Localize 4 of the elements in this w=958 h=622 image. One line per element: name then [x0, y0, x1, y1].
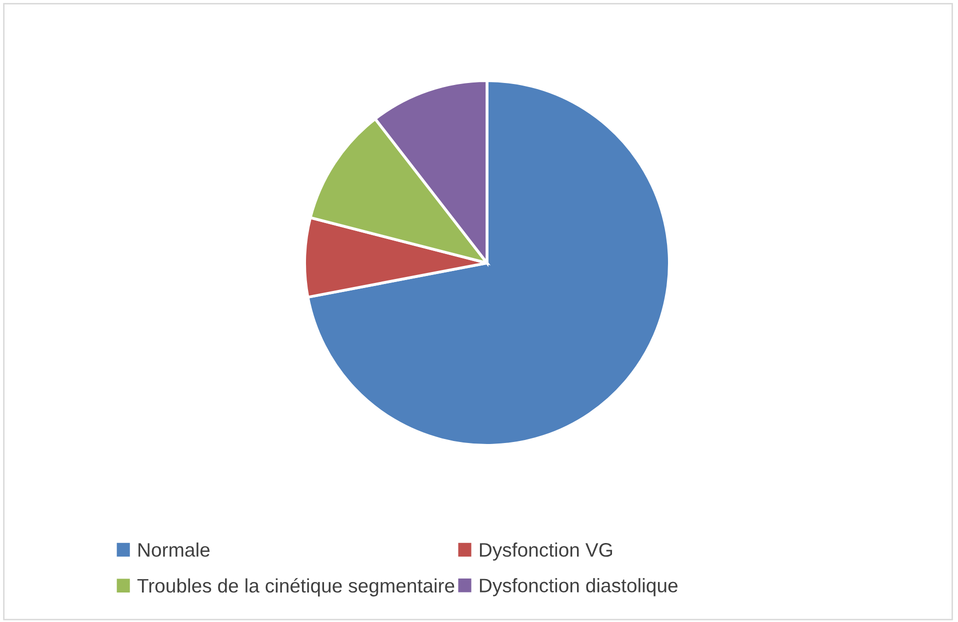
legend-label: Normale — [138, 542, 210, 557]
legend-label: Troubles de la cinétique segmentaire — [137, 578, 454, 596]
legend-label: Dysfonction VG — [480, 542, 612, 561]
legend-label: Dysfonction diastolique — [480, 578, 678, 596]
